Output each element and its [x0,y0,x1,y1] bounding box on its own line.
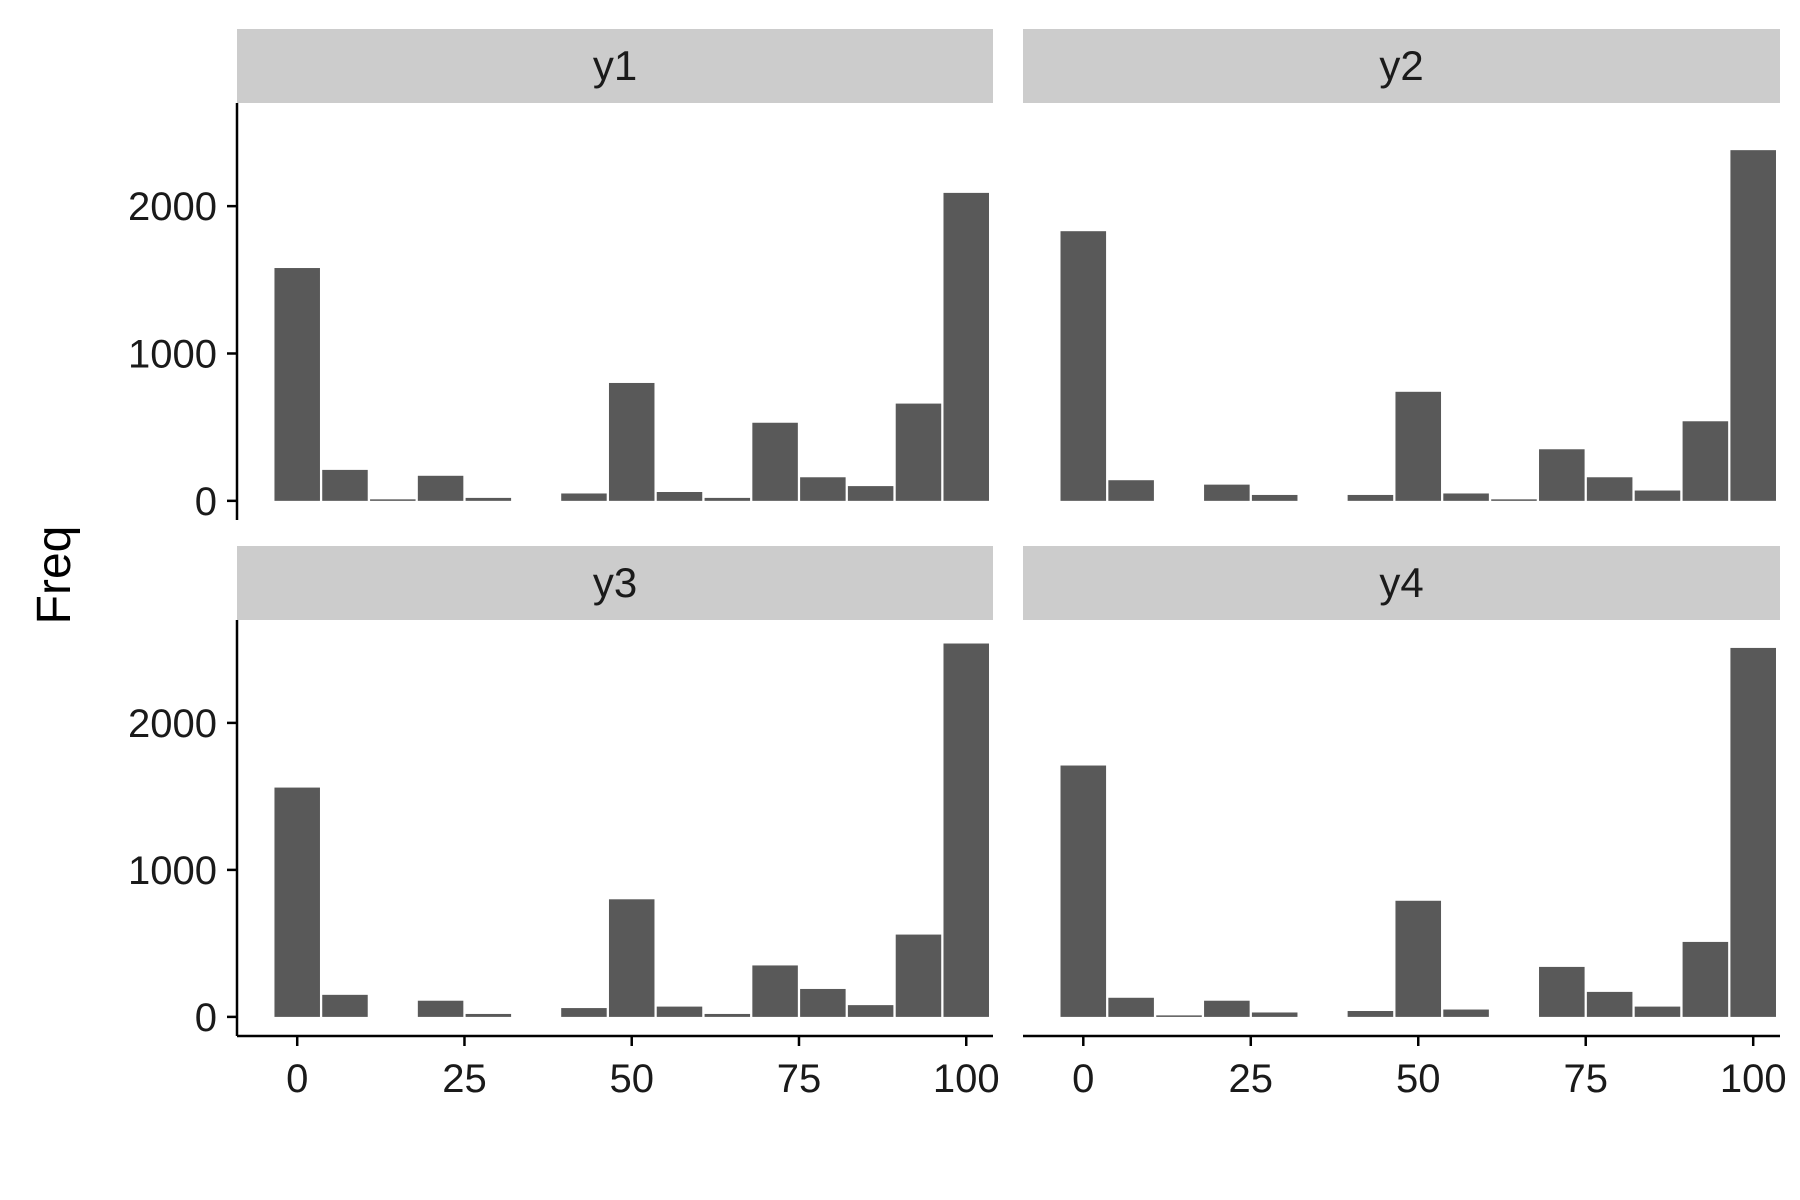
bar-y4-12 [1634,1006,1681,1017]
x-tick-label-y3-4: 100 [933,1057,1000,1101]
strip-y3 [237,546,993,620]
y-tick-label-y3-0: 0 [195,996,217,1040]
bar-y3-6 [561,1008,607,1017]
bar-y4-4 [1251,1012,1298,1017]
x-tick-label-y4-4: 100 [1720,1057,1787,1101]
strip-y2 [1023,29,1780,103]
bar-y4-7 [1395,900,1442,1017]
bar-y2-1 [1108,480,1154,501]
bar-y3-4 [465,1013,512,1017]
x-tick-label-y3-1: 25 [442,1057,487,1101]
y-tick-label-y3-1: 1000 [128,849,217,893]
bar-y2-12 [1634,490,1681,501]
bar-y4-13 [1682,941,1729,1017]
bar-y2-8 [1443,493,1489,501]
strip-y4 [1023,546,1780,620]
bar-y4-14 [1730,647,1776,1017]
y-tick-label-y1-1: 1000 [128,332,217,376]
bar-y4-11 [1586,991,1633,1017]
bar-y2-4 [1251,494,1298,501]
bar-y1-13 [895,403,942,501]
bar-y3-8 [656,1006,703,1017]
bar-y1-0 [274,268,320,501]
y-tick-label-y1-2: 2000 [128,185,217,229]
bar-y2-11 [1586,477,1633,501]
bar-y2-10 [1539,449,1585,501]
strip-y1 [237,29,993,103]
bar-y4-6 [1347,1011,1394,1017]
y-tick-label-y3-2: 2000 [128,702,217,746]
bar-y1-7 [608,382,655,501]
bar-y3-9 [704,1013,751,1017]
bar-y1-8 [656,492,703,501]
x-tick-label-y4-1: 25 [1229,1057,1274,1101]
bar-y3-10 [752,965,798,1017]
bar-y3-13 [895,934,942,1017]
x-tick-label-y4-3: 75 [1563,1057,1608,1101]
strip-label-y2: y2 [1379,42,1423,89]
strip-label-y3: y3 [593,559,637,606]
bar-y3-12 [847,1005,894,1017]
bar-y1-2 [370,499,416,501]
bar-y1-14 [943,192,989,501]
bar-y2-0 [1060,231,1107,501]
bar-y3-7 [608,899,655,1017]
bar-y2-7 [1395,391,1442,501]
bar-y4-3 [1204,1000,1250,1017]
x-tick-label-y4-0: 0 [1072,1057,1094,1101]
x-tick-label-y4-2: 50 [1396,1057,1441,1101]
bar-y2-3 [1204,484,1250,501]
x-tick-label-y3-0: 0 [286,1057,308,1101]
bar-y2-14 [1730,150,1776,501]
x-tick-label-y3-3: 75 [777,1057,822,1101]
panel-y2: y2 [1023,29,1780,501]
bar-y1-4 [465,497,512,501]
y-axis-title: Freq [28,526,81,625]
bar-y3-3 [417,1000,464,1017]
bar-y2-9 [1491,499,1537,501]
panel-y3: y3 0 1000 2000 0 25 50 75 100 [128,546,1000,1101]
bar-y3-1 [322,994,368,1017]
bar-y1-10 [752,422,798,501]
strip-label-y4: y4 [1379,559,1423,606]
bar-y1-9 [704,497,751,501]
bar-y4-2 [1156,1015,1202,1017]
x-tick-label-y3-2: 50 [609,1057,654,1101]
bar-y4-10 [1539,966,1585,1017]
panel-y4: y4 0 25 50 75 100 [1023,546,1787,1101]
panel-y1: y1 0 1000 2000 [128,29,993,524]
bar-y1-12 [847,486,894,501]
bar-y4-8 [1443,1009,1489,1017]
bar-y2-13 [1682,421,1729,501]
bar-y3-11 [800,988,846,1017]
strip-label-y1: y1 [593,42,637,89]
bar-y1-11 [800,477,846,501]
bar-y3-14 [943,643,989,1017]
bar-y1-6 [561,493,607,501]
bar-y1-1 [322,469,368,501]
bar-y1-3 [417,475,464,501]
bar-y3-0 [274,787,320,1017]
bar-y2-6 [1347,494,1394,501]
y-tick-label-y1-0: 0 [195,480,217,524]
bar-y4-1 [1108,997,1154,1017]
bar-y4-0 [1060,765,1107,1017]
